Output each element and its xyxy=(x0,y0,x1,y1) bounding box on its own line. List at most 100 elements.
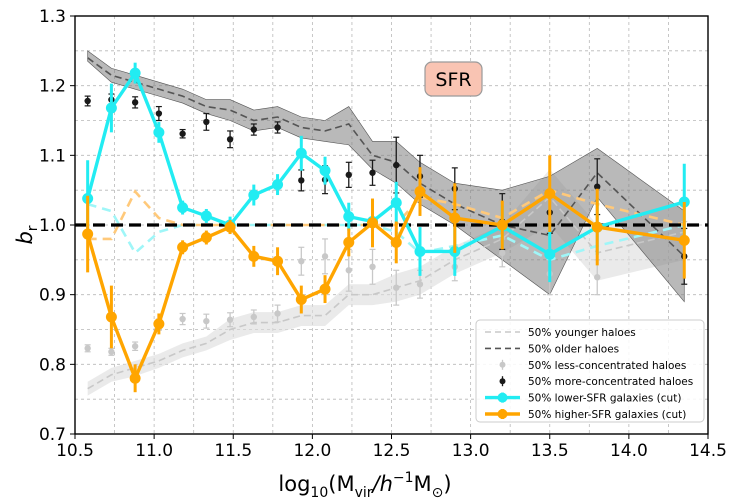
y-tick-label: 0.9 xyxy=(39,286,66,306)
50-lower-sfr-galaxies-cut-point xyxy=(105,102,117,114)
x-tick-label: 11.5 xyxy=(214,441,252,461)
50-higher-sfr-galaxies-cut-point xyxy=(177,241,189,253)
50-lower-sfr-galaxies-cut-point xyxy=(390,197,402,209)
50-higher-sfr-galaxies-cut-point xyxy=(82,228,94,240)
50-higher-sfr-galaxies-cut-point xyxy=(200,232,212,244)
50-more-concentrated-haloes-point xyxy=(131,99,139,106)
y-tick-label: 0.8 xyxy=(39,355,66,375)
50-older-haloes-line xyxy=(87,57,685,257)
50-less-concentrated-haloes-point xyxy=(594,274,601,281)
50-lower-sfr-galaxies-cut-point xyxy=(200,210,212,222)
y-tick-label: 1.3 xyxy=(39,7,66,27)
50-less-concentrated-haloes-point xyxy=(179,315,186,323)
annotation-box xyxy=(424,61,483,97)
50-less-concentrated-haloes-point xyxy=(499,249,506,257)
x-tick-label: 14.0 xyxy=(610,441,648,461)
x-tick-label: 12.0 xyxy=(293,441,331,461)
50-more-concentrated-haloes-point xyxy=(179,130,186,137)
50-more-concentrated-haloes-point xyxy=(298,177,305,184)
50-higher-sfr-galaxies-cut-point xyxy=(272,255,284,267)
50-less-concentrated-haloes-point xyxy=(393,284,400,291)
50-higher-sfr-galaxies-cut-point xyxy=(367,217,379,229)
annotation-badge: SFR xyxy=(424,61,483,97)
x-axis-title: log10(Mvir/h−1M⊙) xyxy=(278,470,451,501)
solid-series xyxy=(82,62,690,393)
50-higher-sfr-galaxies-cut-point xyxy=(591,221,603,233)
50-lower-sfr-galaxies-cut-legend-label: 50% lower-SFR galaxies (cut) xyxy=(528,393,681,405)
50-higher-sfr-galaxies-cut-point xyxy=(319,283,331,295)
50-more-concentrated-haloes-legend-label: 50% more-concentrated haloes xyxy=(528,376,693,388)
50-more-concentrated-haloes-point xyxy=(84,97,91,105)
50-older-haloes-band xyxy=(87,50,685,303)
50-less-concentrated-haloes-point xyxy=(84,345,91,352)
50-more-concentrated-haloes-point xyxy=(155,110,163,117)
50-less-concentrated-haloes-point xyxy=(369,263,376,270)
50-lower-sfr-galaxies-cut-point xyxy=(153,126,165,138)
50-older-haloes-legend-label: 50% older haloes xyxy=(528,343,619,355)
50-higher-sfr-galaxies-cut-line xyxy=(86,189,685,380)
50-less-concentrated-haloes-point xyxy=(274,310,281,317)
50-less-concentrated-haloes-point xyxy=(298,258,305,265)
x-tick-label: 13.0 xyxy=(452,441,490,461)
50-higher-sfr-galaxies-cut-legend-marker xyxy=(497,409,508,419)
50-less-concentrated-haloes-point xyxy=(321,253,329,260)
50-higher-sfr-galaxies-cut-point xyxy=(224,221,236,233)
axis-ticks: 10.5 11.0 11.5 12.0 12.5 13.0 13.5 14.0 14.5 0.7 0… xyxy=(39,7,727,461)
50-higher-sfr-galaxies-cut-point xyxy=(390,236,402,248)
50-higher-sfr-galaxies-cut-point xyxy=(414,186,426,198)
50-more-concentrated-haloes-point xyxy=(203,118,210,126)
50-higher-sfr-galaxies-cut-point xyxy=(129,372,141,384)
50-less-concentrated-haloes-point xyxy=(250,313,258,321)
x-tick-label: 14.5 xyxy=(689,441,727,461)
50-less-concentrated-haloes-point xyxy=(203,317,210,325)
50-lower-sfr-galaxies-cut-point xyxy=(177,202,189,214)
x-tick-label: 11.0 xyxy=(135,441,173,461)
x-tick-label: 13.5 xyxy=(531,441,569,461)
x-tick-label: 10.5 xyxy=(56,441,94,461)
y-tick-label: 0.7 xyxy=(39,425,66,445)
50-higher-sfr-galaxies-cut-point xyxy=(248,250,260,262)
50-lower-sfr-galaxies-cut-point xyxy=(295,147,307,159)
50-higher-sfr-galaxies-cut-point xyxy=(544,188,556,200)
50-less-concentrated-haloes-point xyxy=(416,281,424,288)
50-lower-sfr-galaxies-cut-point xyxy=(544,248,556,260)
50-more-concentrated-haloes-point xyxy=(345,171,352,179)
50-lower-sfr-galaxies-cut-point xyxy=(343,211,355,223)
50-less-concentrated-haloes-legend-label: 50% less-concentrated haloes xyxy=(528,360,686,372)
50-lower-sfr-galaxies-cut-legend-marker xyxy=(497,392,508,403)
50-higher-sfr-galaxies-cut-legend-label: 50% higher-SFR galaxies (cut) xyxy=(528,409,686,421)
50-more-concentrated-haloes-point xyxy=(274,124,281,131)
50-higher-sfr-galaxies-cut-point xyxy=(343,236,355,248)
50-lower-sfr-galaxies-cut-point xyxy=(414,245,426,257)
legend-box xyxy=(475,319,705,423)
legend: 50% younger haloes 50% older haloes 50% le… xyxy=(475,319,705,423)
50-less-concentrated-haloes-point xyxy=(108,348,115,355)
50-less-concentrated-haloes-point xyxy=(226,316,234,323)
50-higher-sfr-galaxies-cut-point xyxy=(153,318,165,330)
50-younger-haloes-legend-label: 50% younger haloes xyxy=(528,327,636,339)
50-lower-sfr-galaxies-cut-line xyxy=(86,71,685,256)
50-lower-sfr-galaxies-cut-point xyxy=(319,165,331,177)
50-lower-sfr-galaxies-cut-point xyxy=(272,179,284,191)
y-tick-label: 1.2 xyxy=(39,77,66,97)
50-more-concentrated-haloes-legend-marker xyxy=(499,378,506,385)
50-less-concentrated-haloes-legend-marker xyxy=(499,361,506,368)
y-tick-label: 1.0 xyxy=(39,216,66,236)
50-younger-haloes-line xyxy=(87,195,685,390)
y-tick-label: 1.1 xyxy=(39,146,66,166)
50-less-concentrated-haloes-point xyxy=(345,267,352,274)
50-more-concentrated-haloes-point xyxy=(393,161,400,169)
50-lower-sfr-galaxies-cut-point xyxy=(248,189,260,201)
50-less-concentrated-haloes-point xyxy=(131,343,139,350)
50-more-concentrated-haloes-point xyxy=(594,183,601,190)
x-tick-label: 12.5 xyxy=(373,441,411,461)
y-axis-title: br xyxy=(13,225,41,244)
50-more-concentrated-haloes-point xyxy=(226,136,234,143)
50-lower-sfr-galaxies-cut-point xyxy=(129,67,141,79)
annotation-text: SFR xyxy=(435,69,471,91)
50-higher-sfr-galaxies-cut-point xyxy=(678,234,690,246)
50-higher-sfr-galaxies-cut-point xyxy=(449,212,461,224)
50-higher-sfr-galaxies-cut-point xyxy=(295,294,307,306)
50-more-concentrated-haloes-point xyxy=(250,126,258,133)
